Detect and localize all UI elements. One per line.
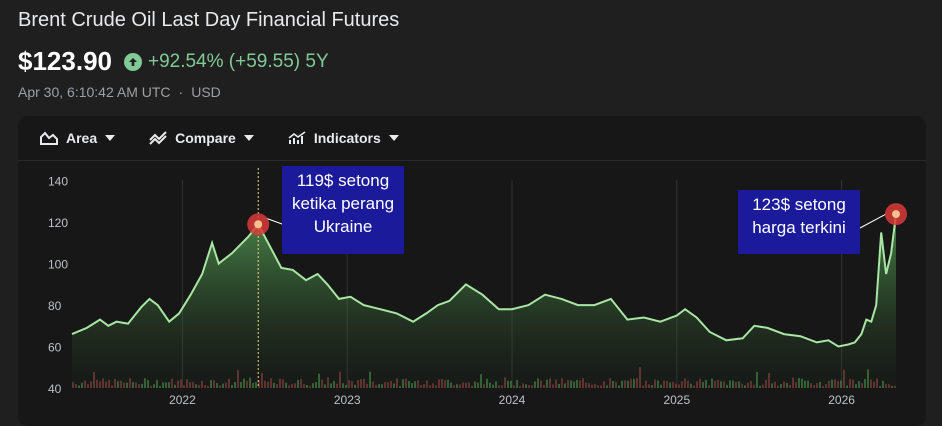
marker-current-dot: [892, 210, 900, 219]
y-tick-label: 100: [48, 258, 68, 272]
price-row: $123.90 +92.54% (+59.55) 5Y: [18, 46, 329, 77]
area-label: Area: [66, 130, 98, 146]
indicators-button[interactable]: Indicators: [288, 130, 399, 146]
chevron-down-icon: [243, 135, 254, 141]
area-chart-icon: [40, 131, 58, 145]
quote-meta: Apr 30, 6:10:42 AM UTC · USD: [18, 84, 221, 100]
x-tick-label: 2023: [334, 393, 361, 407]
callout-line-left: [266, 217, 283, 225]
x-tick-label: 2022: [169, 393, 196, 407]
compare-icon: [149, 131, 167, 145]
indicators-label: Indicators: [313, 130, 381, 146]
x-tick-label: 2024: [499, 393, 526, 407]
currency: USD: [191, 84, 221, 100]
y-tick-label: 80: [48, 299, 62, 313]
area-fill: [72, 214, 896, 388]
chart-toolbar: Area Compare Indicators: [40, 130, 399, 146]
x-tick-label: 2026: [828, 393, 855, 407]
arrow-up-icon: [123, 52, 142, 71]
annotation-current: 123$ setong harga terkini: [738, 190, 860, 254]
timestamp: Apr 30, 6:10:42 AM UTC: [18, 84, 171, 100]
compare-button[interactable]: Compare: [149, 130, 254, 146]
y-tick-label: 40: [48, 382, 62, 396]
toolbar-divider: [18, 160, 926, 161]
y-tick-label: 120: [48, 216, 68, 230]
current-price: $123.90: [18, 46, 112, 76]
y-tick-label: 140: [48, 175, 68, 189]
price-chart[interactable]: 140 120 100 80 60 40 2022 2023 2024 2025 2026: [0, 0, 942, 417]
x-tick-label: 2025: [663, 393, 690, 407]
area-button[interactable]: Area: [40, 130, 116, 146]
compare-label: Compare: [175, 130, 236, 146]
meta-separator: ·: [178, 84, 184, 100]
callout-line-right: [859, 213, 887, 229]
y-tick-label: 60: [48, 341, 62, 355]
marker-ukraine-dot: [254, 220, 263, 229]
indicators-icon: [288, 131, 306, 144]
annotation-ukraine: 119$ setong ketika perang Ukraine: [282, 166, 404, 254]
chevron-down-icon: [105, 135, 116, 141]
page-title: Brent Crude Oil Last Day Financial Futur…: [18, 9, 400, 31]
price-line: [71, 213, 897, 348]
price-change: +92.54% (+59.55) 5Y: [147, 50, 329, 72]
chevron-down-icon: [388, 135, 399, 141]
